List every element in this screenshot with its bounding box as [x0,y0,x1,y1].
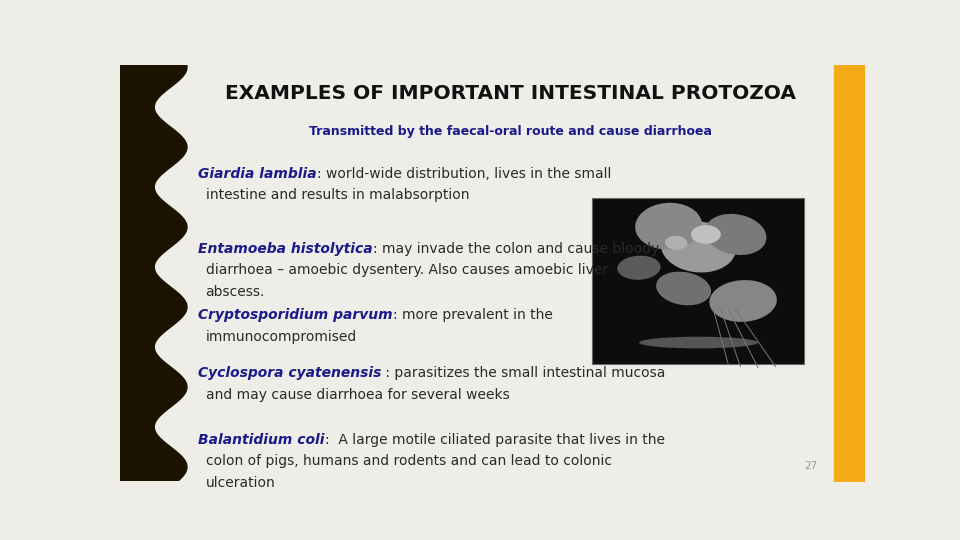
Ellipse shape [705,214,766,255]
Text: and may cause diarrhoea for several weeks: and may cause diarrhoea for several week… [205,388,510,402]
Ellipse shape [639,337,758,348]
Text: 27: 27 [804,462,818,471]
Text: diarrhoea – amoebic dysentery. Also causes amoebic liver: diarrhoea – amoebic dysentery. Also caus… [205,263,608,277]
Text: Balantidium coli: Balantidium coli [198,433,324,447]
Text: Giardia lamblia: Giardia lamblia [198,167,317,181]
Text: : parasitizes the small intestinal mucosa: : parasitizes the small intestinal mucos… [381,366,666,380]
Text: immunocompromised: immunocompromised [205,329,357,343]
Polygon shape [120,65,187,481]
Ellipse shape [691,225,721,244]
Text: ulceration: ulceration [205,476,276,490]
Text: colon of pigs, humans and rodents and can lead to colonic: colon of pigs, humans and rodents and ca… [205,454,612,468]
Text: intestine and results in malabsorption: intestine and results in malabsorption [205,188,469,202]
Text: Entamoeba histolytica: Entamoeba histolytica [198,241,372,255]
Text: : more prevalent in the: : more prevalent in the [393,308,553,322]
Text: EXAMPLES OF IMPORTANT INTESTINAL PROTOZOA: EXAMPLES OF IMPORTANT INTESTINAL PROTOZO… [225,84,796,103]
Ellipse shape [617,255,660,280]
Text: abscess.: abscess. [205,285,265,299]
Text: Cryptosporidium parvum: Cryptosporidium parvum [198,308,393,322]
Text: : world-wide distribution, lives in the small: : world-wide distribution, lives in the … [317,167,612,181]
Text: : may invade the colon and cause bloody: : may invade the colon and cause bloody [372,241,659,255]
Text: Transmitted by the faecal-oral route and cause diarrhoea: Transmitted by the faecal-oral route and… [309,125,712,138]
Ellipse shape [636,203,703,249]
FancyBboxPatch shape [592,198,804,364]
Ellipse shape [661,221,736,273]
Ellipse shape [656,272,711,305]
Ellipse shape [709,280,777,322]
Text: Cyclospora cyatenensis: Cyclospora cyatenensis [198,366,381,380]
Ellipse shape [665,236,687,250]
Text: :  A large motile ciliated parasite that lives in the: : A large motile ciliated parasite that … [324,433,664,447]
